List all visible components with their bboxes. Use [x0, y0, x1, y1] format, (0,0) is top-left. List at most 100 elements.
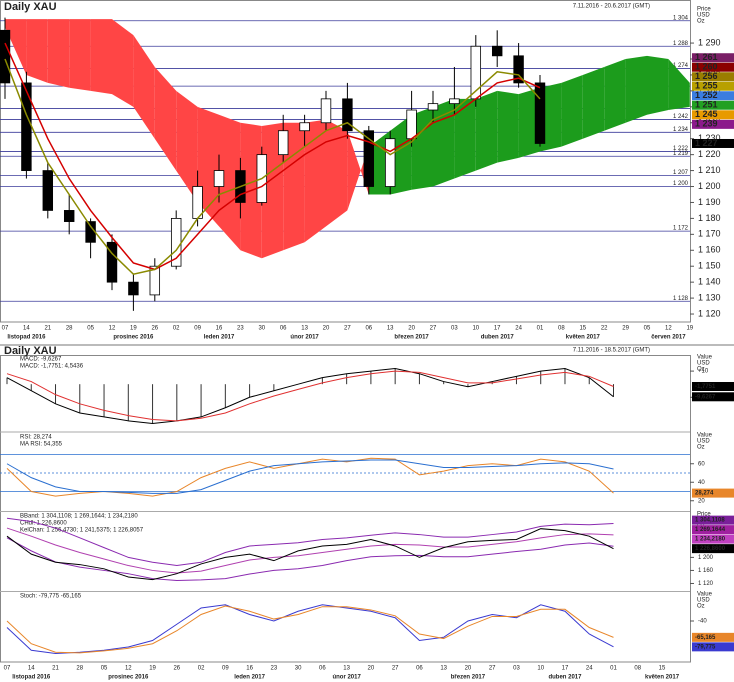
x-tick-label: 24: [586, 666, 593, 672]
y-tick-label: 1 180: [698, 213, 721, 223]
series-line: [6, 370, 614, 422]
x-tick-label: 07: [2, 326, 9, 332]
cloud: [540, 82, 562, 152]
x-tick-label: 23: [271, 666, 278, 672]
value-box: [692, 392, 734, 402]
x-group-label: prosinec 2016: [113, 335, 154, 341]
cloud: [133, 35, 155, 139]
y-tick-label: 1 140: [698, 277, 721, 287]
lower-frame: [0, 355, 691, 663]
value-box-label: 1 261: [695, 52, 718, 62]
cloud: [261, 122, 284, 259]
x-tick-label: 01: [537, 326, 544, 332]
candle-body: [491, 45, 503, 57]
x-tick-label: 05: [87, 326, 94, 332]
y-tick-label: +10: [698, 369, 709, 375]
x-tick-label: 17: [494, 326, 501, 332]
cloud: [368, 130, 391, 195]
y-axis-label: USD: [697, 439, 710, 445]
x-tick-label: 19: [686, 326, 693, 332]
indicator-label: MACD: -9,6267: [20, 357, 62, 363]
x-tick-label: 17: [562, 666, 569, 672]
y-axis-label: Value: [697, 433, 713, 439]
x-tick-label: 30: [295, 666, 302, 672]
x-tick-label: 20: [408, 326, 415, 332]
level-label: 1 200: [673, 181, 689, 187]
series-line: [6, 517, 614, 567]
cloud: [26, 19, 48, 83]
x-tick-label: 12: [125, 666, 132, 672]
y-tick-label: 1 200: [698, 555, 714, 561]
x-group-label: leden 2017: [234, 675, 265, 681]
x-tick-label: 10: [537, 666, 544, 672]
x-tick-label: 21: [52, 666, 59, 672]
value-box: [692, 525, 734, 535]
cloud: [454, 98, 476, 179]
cloud: [390, 114, 412, 195]
x-tick-label: 14: [23, 326, 30, 332]
x-tick-label: 06: [280, 326, 287, 332]
x-tick-label: 02: [198, 666, 205, 672]
level-label: 1 234: [673, 127, 689, 133]
x-group-label: listopad 2016: [7, 335, 46, 341]
cloud: [561, 74, 583, 147]
series-line: [6, 459, 614, 494]
x-group-label: prosinec 2016: [108, 675, 149, 681]
x-group-label: květen 2017: [566, 335, 601, 341]
value-box-label: 1 239: [695, 119, 718, 129]
cloud: [518, 87, 540, 158]
level-label: 1 172: [673, 226, 689, 232]
level-label: 1 304: [673, 15, 689, 21]
x-tick-label: 12: [109, 326, 116, 332]
x-tick-label: 14: [28, 666, 35, 672]
level-label: 1 128: [673, 296, 689, 302]
x-tick-label: 22: [601, 326, 608, 332]
x-tick-label: 05: [644, 326, 651, 332]
indicator-label: KelChan: 1 256,4730; 1 241,5375; 1 226,8…: [20, 528, 144, 534]
y-tick-label: 1 200: [698, 181, 721, 191]
x-tick-label: 26: [151, 326, 158, 332]
candle-body: [106, 241, 118, 283]
x-tick-label: 27: [489, 666, 496, 672]
x-tick-label: 12: [665, 326, 672, 332]
indicator-label: Stoch: -79,775 -65,165: [20, 594, 82, 600]
y-tick-label: 1 220: [698, 149, 721, 159]
x-tick-label: 16: [216, 326, 223, 332]
x-group-label: únor 2017: [332, 675, 361, 681]
x-group-label: březen 2017: [394, 335, 429, 341]
x-group-label: březen 2017: [451, 675, 486, 681]
y-tick-label: 1 130: [698, 292, 721, 302]
x-group-label: leden 2017: [204, 335, 235, 341]
cloud: [347, 130, 369, 211]
value-box-label: 1 245: [695, 109, 718, 119]
candle-body: [277, 130, 289, 156]
x-group-label: únor 2017: [290, 335, 319, 341]
candle-body: [299, 122, 310, 132]
y-tick-label: 1 160: [698, 568, 714, 574]
y-axis-label: USD: [697, 361, 710, 367]
y-tick-label: 1 120: [698, 581, 714, 587]
y-axis-label: Price: [697, 7, 711, 13]
value-box-label: 1 251: [695, 100, 718, 110]
cloud: [283, 122, 305, 251]
x-tick-label: 03: [451, 326, 458, 332]
cloud: [90, 19, 112, 95]
candle-body: [513, 55, 524, 84]
x-group-label: duben 2017: [548, 675, 582, 681]
x-tick-label: 13: [343, 666, 350, 672]
cloud: [176, 90, 198, 203]
cloud: [47, 19, 70, 88]
chart-title: Daily XAU: [4, 345, 57, 357]
x-tick-label: 19: [130, 326, 137, 332]
date-range: 7.11.2016 - 18.5.2017 (GMT): [573, 348, 650, 354]
y-tick-label: 1 230: [698, 133, 721, 143]
cloud: [154, 66, 177, 171]
y-axis-label: Value: [697, 355, 713, 361]
value-box: [692, 100, 734, 110]
indicator-label: CHdl: 1 226,8600: [20, 521, 67, 527]
y-axis-label: Oz: [697, 604, 705, 610]
candle-body: [85, 221, 96, 243]
x-tick-label: 21: [44, 326, 51, 332]
value-box: [692, 53, 734, 63]
level-label: 1 222: [673, 146, 689, 152]
